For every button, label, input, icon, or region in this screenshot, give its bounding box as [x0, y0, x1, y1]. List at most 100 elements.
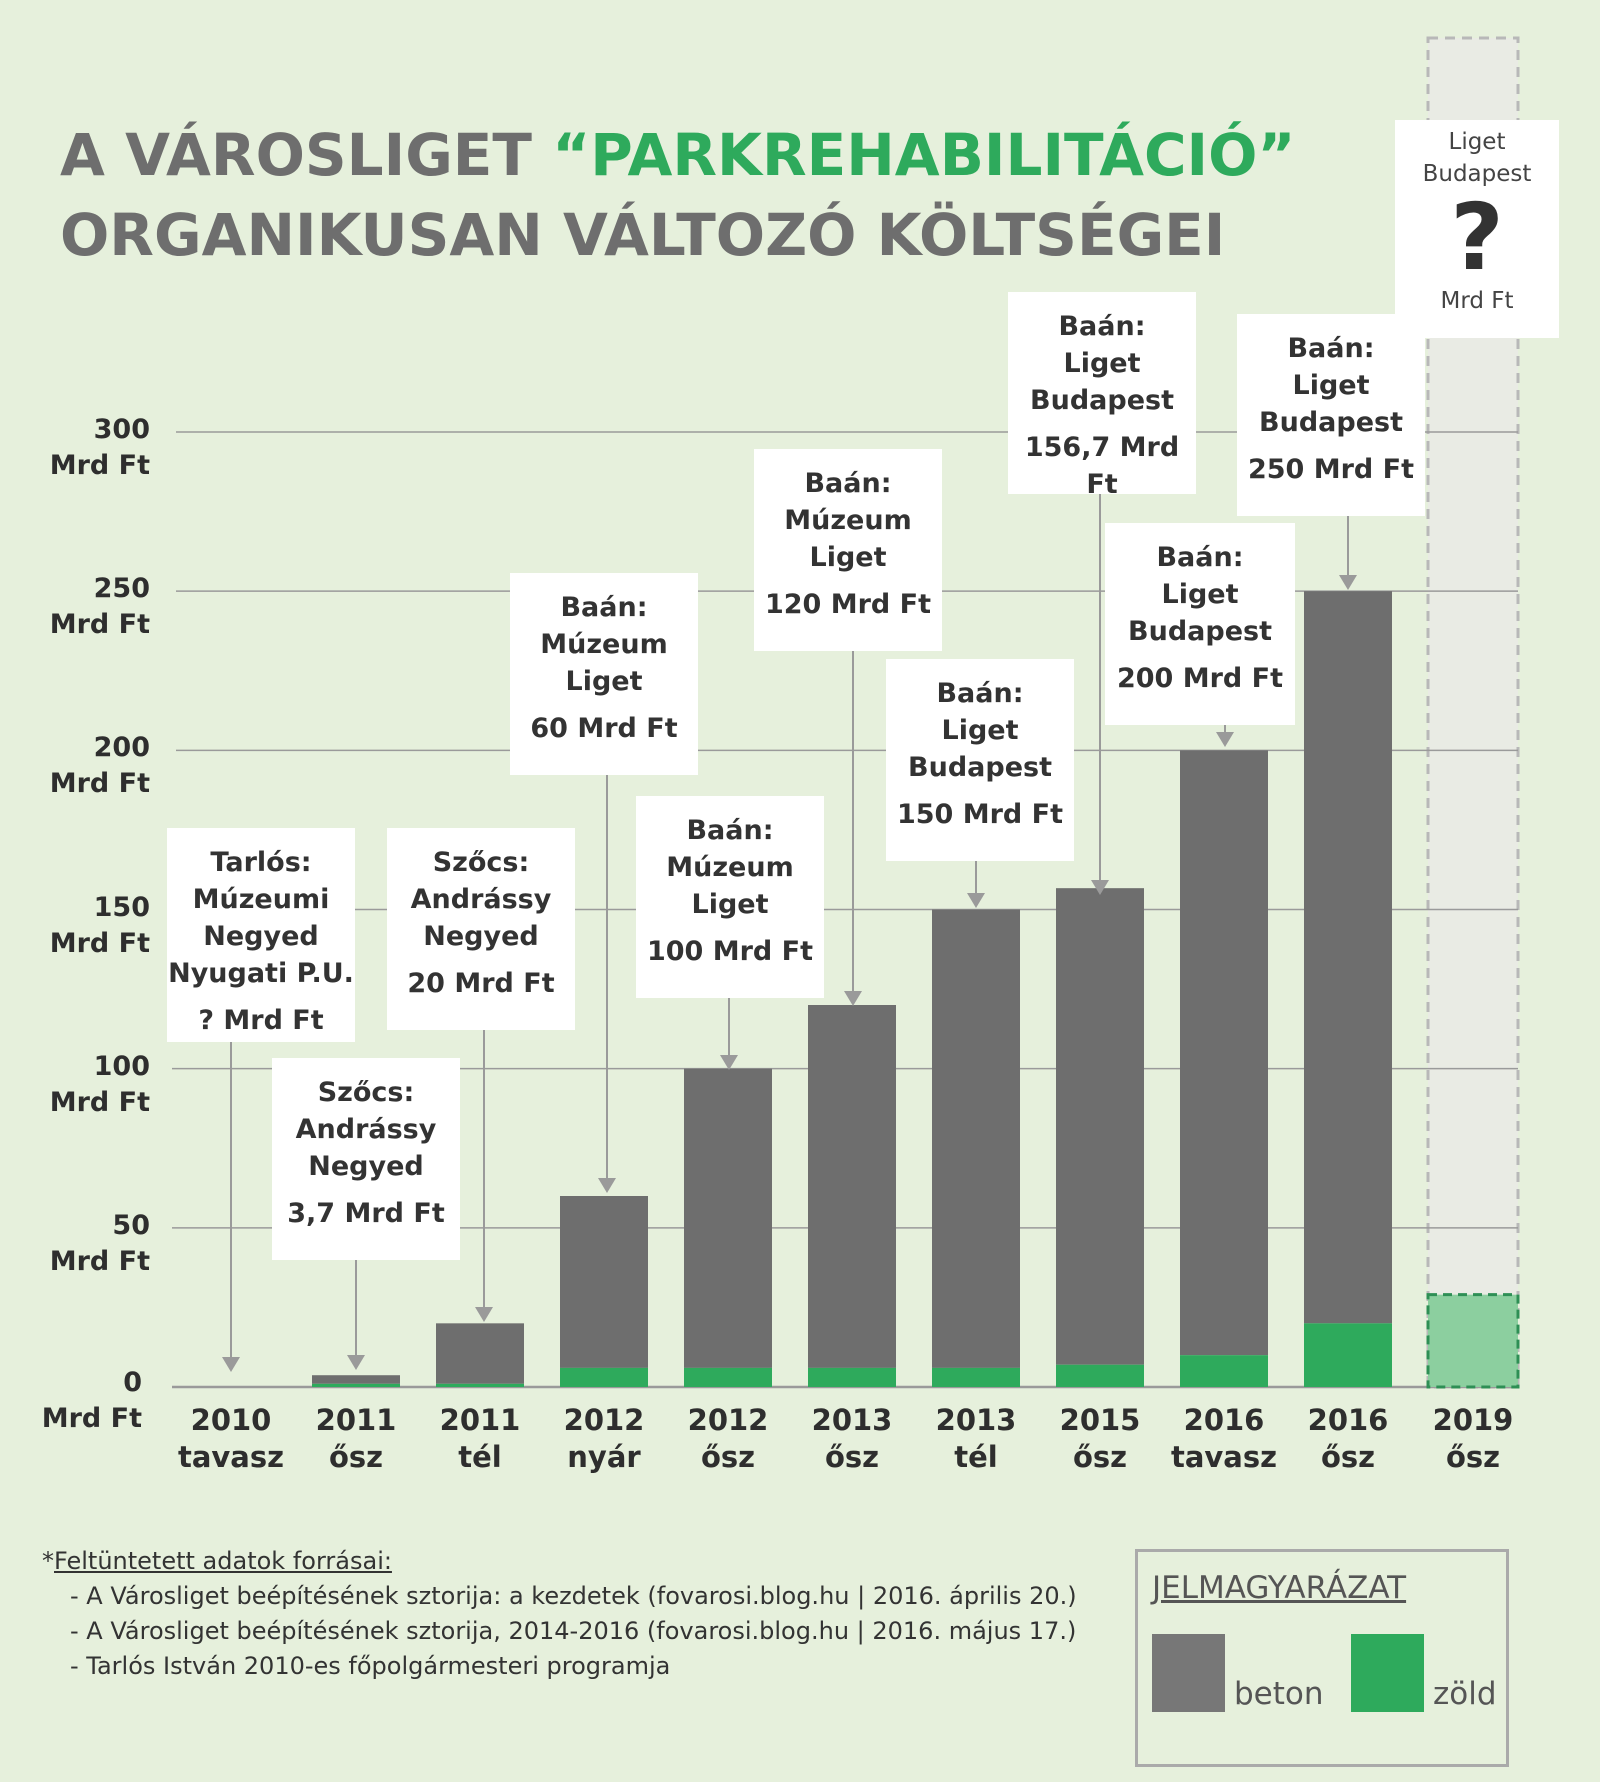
y-tick-unit: Mrd Ft: [41, 1403, 142, 1434]
callout-arrowhead: [720, 1055, 738, 1070]
callout-arrowhead: [598, 1178, 616, 1193]
callout-value: 120 Mrd Ft: [764, 589, 932, 620]
callout-name-line: Liget: [565, 666, 643, 697]
x-tick-line: nyár: [567, 1440, 641, 1474]
callout-value: 100 Mrd Ft: [646, 936, 814, 967]
bar-zold: [808, 1367, 896, 1387]
bar-beton: [312, 1375, 400, 1384]
callout-name-line: Liget: [1448, 129, 1506, 155]
source-item: - Tarlós István 2010-es főpolgármesteri …: [70, 1652, 671, 1680]
callout-name-line: Budapest: [1030, 385, 1174, 416]
callout-name-line: Negyed: [203, 921, 319, 952]
callout-name-line: Andrássy: [295, 1114, 437, 1145]
callout-box: Baán: Liget Budapest 200 Mrd Ft: [1105, 523, 1295, 725]
callout-name-line: Múzeum: [784, 505, 912, 536]
x-tick-label: 2012 ősz: [663, 1402, 793, 1476]
callout-names: Szőcs: Andrássy Negyed: [272, 1074, 460, 1185]
x-tick-line: ősz: [1072, 1440, 1128, 1474]
y-tick-unit: Mrd Ft: [49, 768, 150, 800]
callout-name-line: Baán:: [1156, 542, 1244, 573]
callout-box: Baán: Múzeum Liget 60 Mrd Ft: [510, 573, 698, 775]
y-tick-value: 300: [93, 414, 150, 445]
x-tick-line: 2013: [935, 1403, 1017, 1437]
callout-arrowhead: [347, 1355, 365, 1370]
y-tick-label: 150 Mrd Ft: [40, 890, 150, 962]
y-tick-label: 0 Mrd Ft: [32, 1365, 142, 1437]
x-tick-label: 2015 ősz: [1035, 1402, 1165, 1476]
x-tick-line: ősz: [1445, 1440, 1501, 1474]
x-tick-line: 2012: [687, 1403, 769, 1437]
y-tick-label: 200 Mrd Ft: [40, 730, 150, 802]
bar-beton: [808, 1005, 896, 1368]
sources: *Feltüntetett adatok forrásai: - A Város…: [42, 1544, 1102, 1684]
sources-heading-text: Feltüntetett adatok forrásai:: [54, 1547, 392, 1575]
question-mark: ?: [1450, 184, 1504, 291]
legend-swatch-beton: [1152, 1634, 1225, 1712]
callout-box: Tarlós: Múzeumi Negyed Nyugati P.U. ? Mrd Ft: [167, 828, 355, 1042]
x-tick-label: 2010 tavasz: [166, 1402, 296, 1476]
callout-name-line: Baán:: [686, 815, 774, 846]
bar-zold: [312, 1383, 400, 1387]
bar-zold: [560, 1367, 648, 1387]
x-tick-label: 2013 tél: [911, 1402, 1041, 1476]
callout-name-line: Budapest: [1128, 616, 1272, 647]
callout-value: 250 Mrd Ft: [1247, 454, 1415, 485]
x-tick-label: 2011 tél: [415, 1402, 545, 1476]
callout-names: Baán: Liget Budapest: [1008, 308, 1196, 419]
sources-asterisk: *: [42, 1547, 54, 1575]
legend-label-zold: zöld: [1433, 1676, 1497, 1712]
callout-names: Baán: Múzeum Liget: [754, 465, 942, 576]
x-tick-line: 2011: [439, 1403, 521, 1437]
callout-names: Baán: Múzeum Liget: [510, 589, 698, 700]
x-tick-line: 2012: [563, 1403, 645, 1437]
sources-heading: *Feltüntetett adatok forrásai:: [42, 1544, 1102, 1579]
callout-value: 60 Mrd Ft: [530, 713, 678, 744]
callout-box: Baán: Liget Budapest 150 Mrd Ft: [886, 659, 1074, 861]
x-tick-line: 2016: [1183, 1403, 1265, 1437]
callout-name-line: Liget: [809, 542, 887, 573]
callout-box: Szőcs: Andrássy Negyed 20 Mrd Ft: [387, 828, 575, 1030]
x-tick-line: ősz: [824, 1440, 880, 1474]
callout-name-line: Múzeumi: [192, 884, 330, 915]
callout-names: Szőcs: Andrássy Negyed: [387, 844, 575, 955]
callout-value: Mrd Ft: [1440, 288, 1514, 314]
bar-zold-unknown: [1426, 1293, 1520, 1389]
bar-beton: [436, 1323, 524, 1384]
y-tick-unit: Mrd Ft: [49, 1086, 150, 1118]
y-tick-value: 50: [112, 1209, 150, 1241]
y-tick-label: 100 Mrd Ft: [40, 1049, 150, 1121]
callout-arrowhead: [475, 1307, 493, 1322]
bar-beton: [1056, 888, 1144, 1365]
callout-value: 200 Mrd Ft: [1116, 663, 1284, 694]
callout-name-line: Baán:: [804, 468, 892, 499]
callout-arrowhead: [1339, 575, 1357, 590]
legend-title: JELMAGYARÁZAT: [1152, 1570, 1407, 1606]
callout-name-line: Liget: [691, 889, 769, 920]
title-line-2: ORGANIKUSAN VÁLTOZÓ KÖLTSÉGEI: [60, 201, 1226, 269]
callout-names: Baán: Múzeum Liget: [636, 812, 824, 923]
callout-names: Baán: Liget Budapest: [886, 675, 1074, 786]
callout-arrowhead: [844, 991, 862, 1006]
x-tick-label: 2016 tavasz: [1159, 1402, 1289, 1476]
callout-name-line: Múzeum: [666, 852, 794, 883]
x-tick-line: tavasz: [1170, 1440, 1278, 1474]
title-highlight: “PARKREHABILITÁCIÓ”: [552, 121, 1296, 189]
x-tick-label: 2013 ősz: [787, 1402, 917, 1476]
callout-box: Baán: Múzeum Liget 120 Mrd Ft: [754, 449, 942, 651]
legend-label-beton: beton: [1234, 1676, 1324, 1712]
bar-beton: [684, 1068, 772, 1368]
callout-name-line: Liget: [1161, 579, 1239, 610]
callout-name-line: Negyed: [308, 1151, 424, 1182]
x-tick-label: 2016 ősz: [1283, 1402, 1413, 1476]
callout-name-line: Nyugati P.U.: [168, 958, 354, 989]
y-tick-value: 0: [123, 1367, 142, 1398]
callout-box: Szőcs: Andrássy Negyed 3,7 Mrd Ft: [272, 1058, 460, 1260]
callout-value: 20 Mrd Ft: [407, 968, 555, 999]
callout-name-line: Liget: [1063, 348, 1141, 379]
chart-title: A VÁROSLIGET “PARKREHABILITÁCIÓ” ORGANIK…: [60, 115, 1296, 275]
x-tick-line: 2019: [1432, 1403, 1514, 1437]
x-tick-line: 2013: [811, 1403, 893, 1437]
source-item: - A Városliget beépítésének sztorija: a …: [70, 1582, 1077, 1610]
y-tick-label: 250 Mrd Ft: [40, 571, 150, 643]
callout-name-line: Budapest: [908, 752, 1052, 783]
